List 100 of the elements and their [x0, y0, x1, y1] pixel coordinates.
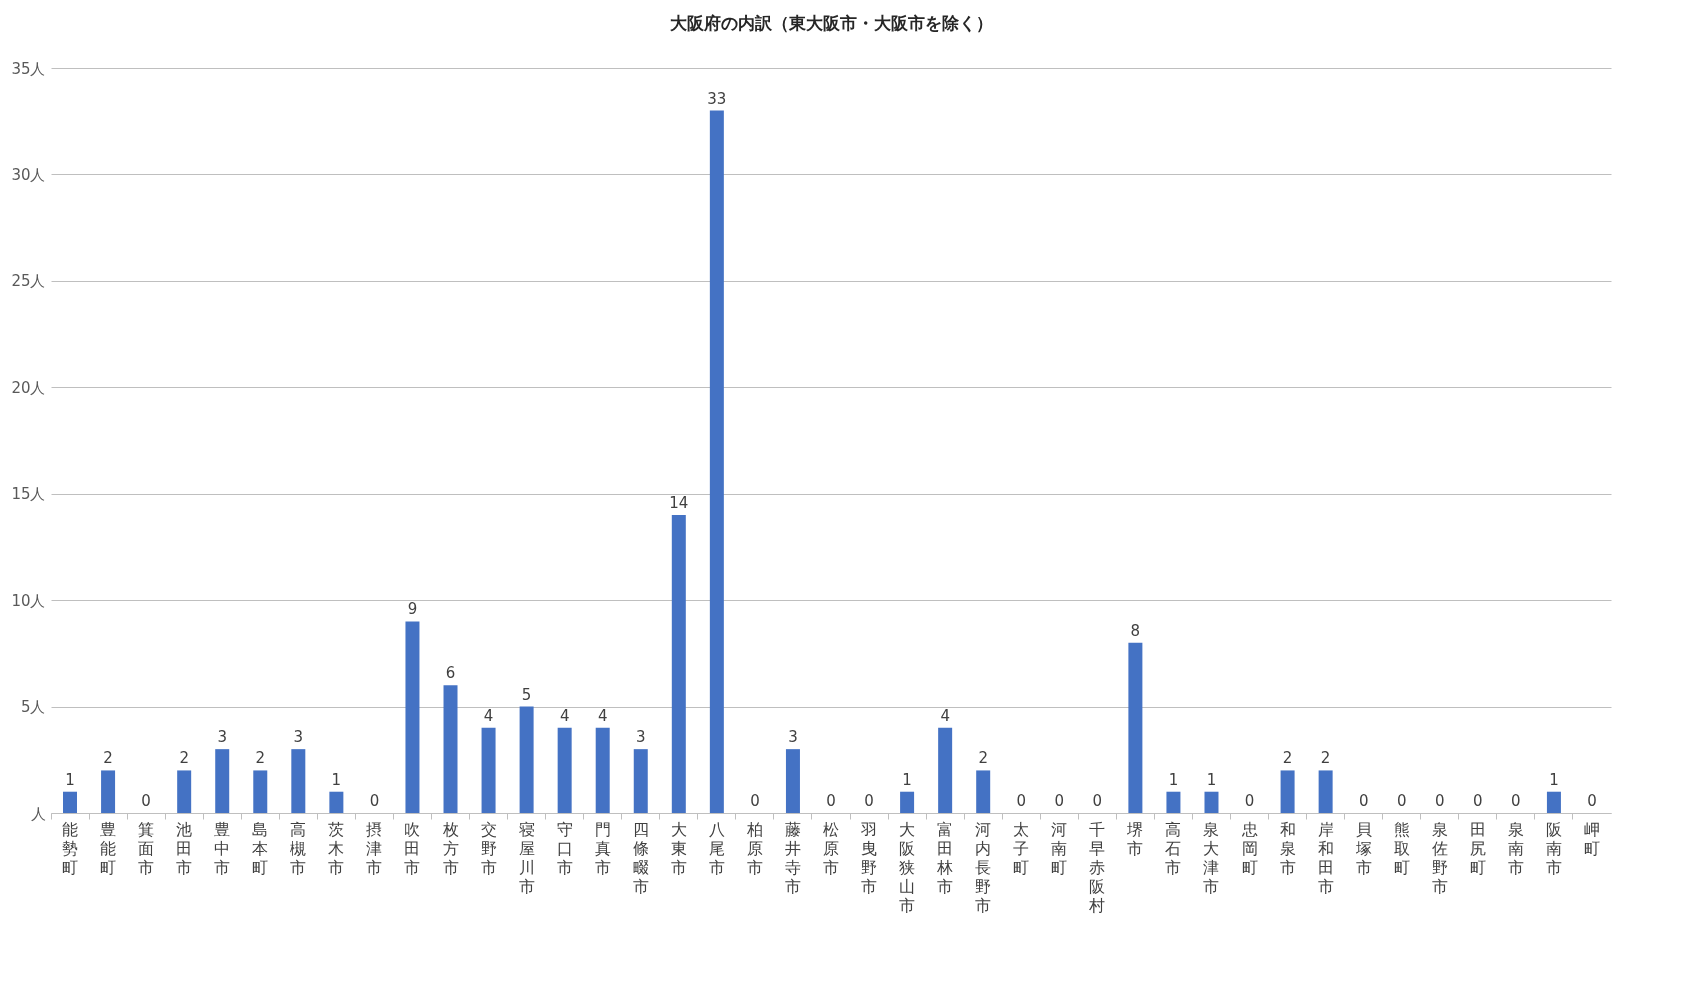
data-label: 3	[788, 728, 798, 747]
y-tick-label: 25人	[11, 272, 46, 291]
data-label: 33	[707, 89, 727, 108]
bar	[519, 706, 534, 813]
bar	[938, 727, 953, 813]
data-label: 0	[1054, 792, 1065, 810]
x-tick-label: 高石市	[1165, 819, 1182, 877]
bar	[101, 770, 116, 813]
bar	[976, 770, 991, 813]
data-label: 0	[1358, 792, 1369, 810]
x-tick-label: 豊中市	[214, 819, 231, 877]
bar	[1546, 791, 1561, 813]
x-tick-label: 千早赤阪村	[1088, 819, 1106, 915]
x-tick-label: 河内長野市	[975, 819, 992, 915]
data-label: 2	[1320, 749, 1331, 768]
bar	[557, 727, 572, 813]
bar	[1128, 642, 1143, 813]
data-label: 1	[1549, 770, 1559, 789]
x-tick-label: 泉大津市	[1203, 819, 1220, 896]
bar	[405, 621, 420, 813]
data-label: 5	[521, 685, 532, 704]
x-tick-label: 堺市	[1126, 819, 1144, 858]
data-label: 0	[864, 792, 874, 810]
x-tick-label: 泉佐野市	[1431, 819, 1448, 896]
x-tick-label: 田尻町	[1469, 819, 1486, 877]
bar	[481, 727, 496, 813]
data-label: 2	[179, 749, 189, 768]
y-tick-label: 20人	[11, 378, 46, 397]
x-tick-label: 能勢町	[62, 819, 79, 877]
x-tick-label: 島本町	[252, 819, 269, 877]
data-label: 3	[217, 728, 227, 747]
y-tick-label: 30人	[11, 165, 46, 184]
data-label: 2	[1282, 749, 1293, 768]
data-label: 0	[1092, 792, 1103, 810]
data-label: 2	[978, 749, 988, 768]
x-tick-label: 和泉市	[1279, 819, 1296, 877]
data-label: 3	[635, 728, 646, 747]
x-tick-label: 岸和田市	[1317, 819, 1334, 896]
data-label: 0	[1435, 792, 1445, 810]
x-tick-label: 羽曳野市	[860, 819, 878, 896]
bar	[1204, 791, 1219, 813]
x-tick-label: 大阪狭山市	[899, 819, 916, 915]
x-tick-label: 熊取町	[1393, 819, 1410, 877]
x-tick-label: 阪南市	[1545, 819, 1562, 877]
x-tick-label: 交野市	[480, 819, 497, 877]
bar	[709, 110, 724, 813]
data-label: 1	[331, 770, 342, 789]
x-tick-label: 太子町	[1013, 819, 1030, 877]
x-tick-label: 門真市	[594, 819, 611, 877]
bar	[291, 749, 306, 813]
bar	[1318, 770, 1333, 813]
x-tick-label: 守口市	[556, 819, 573, 877]
x-tick-label: 貝塚市	[1354, 819, 1372, 877]
x-tick-label: 摂津市	[366, 819, 383, 877]
y-tick-label: 35人	[11, 59, 46, 78]
data-label: 4	[559, 706, 570, 725]
data-label: 4	[483, 706, 494, 725]
x-tick-label: 八尾市	[708, 819, 725, 877]
data-label: 1	[1168, 770, 1179, 789]
data-label: 2	[103, 749, 113, 768]
bar	[595, 727, 610, 813]
x-tick-label: 箕面市	[138, 819, 155, 877]
x-tick-label: 松原市	[823, 819, 839, 877]
x-tick-label: 富田林市	[936, 819, 954, 896]
chart-title: 大阪府の内訳（東大阪市・大阪市を除く）	[669, 13, 993, 33]
x-tick-label: 泉南市	[1507, 819, 1524, 877]
bar	[1280, 770, 1295, 813]
data-label: 1	[65, 770, 75, 789]
bar	[63, 791, 78, 813]
x-tick-label: 豊能町	[100, 819, 117, 877]
bar	[329, 791, 344, 813]
data-label: 0	[750, 792, 760, 810]
x-tick-label: 寝屋川市	[518, 819, 535, 896]
data-label: 0	[1016, 792, 1027, 810]
bar	[900, 791, 915, 813]
data-label: 0	[369, 792, 380, 810]
x-tick-label: 柏原市	[745, 819, 763, 877]
y-tick-label: 10人	[11, 591, 46, 610]
x-tick-label: 枚方市	[441, 819, 459, 877]
bar	[215, 749, 230, 813]
x-tick-label: 吹田市	[404, 819, 421, 877]
data-label: 6	[445, 664, 456, 683]
y-tick-label: 15人	[11, 485, 46, 504]
data-label: 4	[940, 706, 950, 725]
y-tick-label: 人	[30, 804, 46, 823]
data-label: 2	[255, 749, 266, 768]
x-tick-label: 忠岡町	[1240, 819, 1258, 877]
bar	[443, 685, 458, 813]
x-tick-label: 高槻市	[290, 819, 307, 877]
x-tick-label: 茨木市	[328, 819, 345, 877]
data-label: 8	[1130, 621, 1141, 640]
data-label: 1	[1206, 770, 1217, 789]
bar	[671, 515, 686, 813]
x-tick-label: 藤井寺市	[784, 819, 801, 896]
data-label: 0	[1244, 792, 1255, 810]
data-label: 0	[1396, 792, 1407, 810]
data-label: 0	[1473, 792, 1483, 810]
x-tick-label: 四條畷市	[632, 819, 649, 896]
data-label: 4	[597, 706, 608, 725]
x-tick-label: 池田市	[176, 819, 193, 877]
